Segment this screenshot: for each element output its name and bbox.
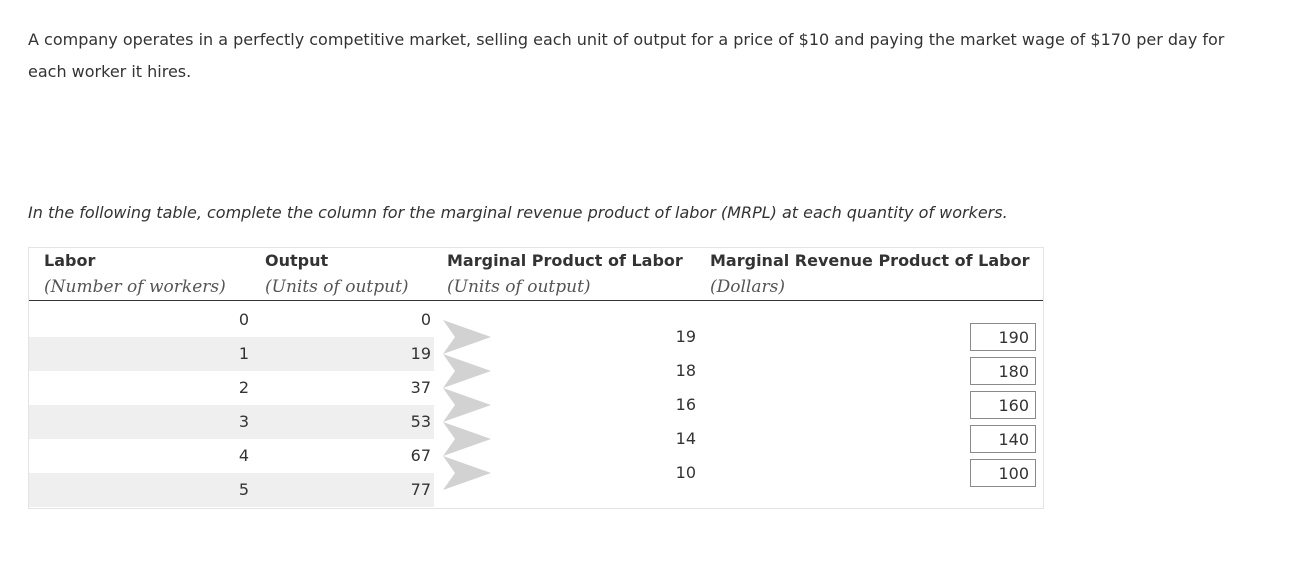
mrpl-table: Labor (Number of workers) Output (Units … <box>28 247 1044 509</box>
mpl-cell: 10 <box>675 463 696 482</box>
chevron-right-icon <box>443 320 491 354</box>
labor-cell: 5 <box>238 480 249 499</box>
output-column-header: Output (Units of output) <box>265 248 409 300</box>
labor-header-title: Labor <box>44 251 96 270</box>
chevron-right-icon <box>443 422 491 456</box>
row-stripe <box>29 473 434 507</box>
mrpl-input[interactable] <box>970 391 1036 419</box>
labor-header-unit: (Number of workers) <box>44 277 226 297</box>
row-stripe <box>29 405 434 439</box>
chevron-right-icon <box>443 456 491 490</box>
header-divider <box>29 300 1043 301</box>
output-cell: 67 <box>410 446 431 465</box>
output-cell: 19 <box>410 344 431 363</box>
labor-cell: 2 <box>238 378 249 397</box>
output-cell: 0 <box>420 310 431 329</box>
chevron-right-icon <box>443 354 491 388</box>
row-stripe <box>29 337 434 371</box>
mpl-cell: 14 <box>675 429 696 448</box>
mpl-cell: 16 <box>675 395 696 414</box>
mrpl-input[interactable] <box>970 357 1036 385</box>
output-cell: 53 <box>410 412 431 431</box>
mpl-cell: 18 <box>675 361 696 380</box>
output-header-title: Output <box>265 251 329 270</box>
labor-cell: 3 <box>238 412 249 431</box>
mpl-header-unit: (Units of output) <box>447 277 591 297</box>
mpl-cell: 19 <box>675 327 696 346</box>
table-instruction: In the following table, complete the col… <box>28 203 1008 222</box>
output-cell: 77 <box>410 480 431 499</box>
labor-cell: 1 <box>238 344 249 363</box>
output-cell: 37 <box>410 378 431 397</box>
mrpl-column-header: Marginal Revenue Product of Labor (Dolla… <box>710 248 1029 300</box>
mrpl-header-title: Marginal Revenue Product of Labor <box>710 251 1030 270</box>
labor-cell: 0 <box>238 310 249 329</box>
problem-statement: A company operates in a perfectly compet… <box>28 30 1225 81</box>
mrpl-header-unit: (Dollars) <box>710 277 785 297</box>
mrpl-input[interactable] <box>970 459 1036 487</box>
labor-cell: 4 <box>238 446 249 465</box>
mrpl-input[interactable] <box>970 425 1036 453</box>
chevron-right-icon <box>443 388 491 422</box>
labor-column-header: Labor (Number of workers) <box>44 248 226 300</box>
mpl-header-title: Marginal Product of Labor <box>447 251 683 270</box>
mpl-column-header: Marginal Product of Labor (Units of outp… <box>447 248 683 300</box>
output-header-unit: (Units of output) <box>265 277 409 297</box>
mrpl-input[interactable] <box>970 323 1036 351</box>
